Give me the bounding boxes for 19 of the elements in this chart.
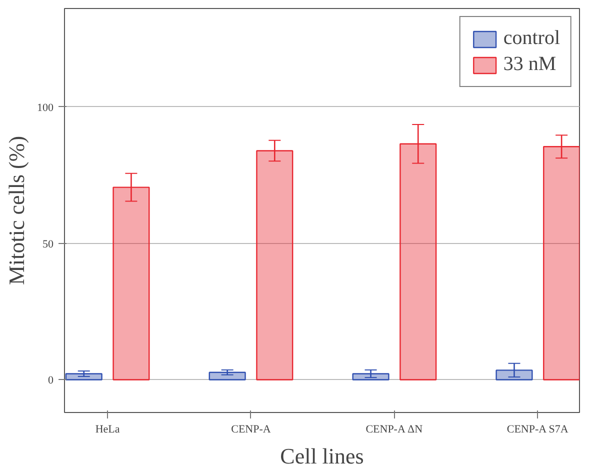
x-tick-label: CENP-A: [231, 424, 271, 436]
y-tick-label: 100: [37, 102, 54, 114]
y-axis-title: Mitotic cells (%): [4, 136, 29, 286]
legend-label: control: [503, 27, 560, 50]
bar: [208, 372, 246, 380]
bar: [352, 373, 390, 380]
bar: [400, 143, 437, 380]
y-tick-label: 0: [48, 374, 54, 387]
x-axis-title: Cell lines: [280, 444, 364, 468]
bar: [112, 186, 150, 380]
bar: [65, 373, 102, 380]
bar: [543, 146, 580, 380]
x-tick-label: CENP-A S7A: [506, 424, 568, 436]
bar: [256, 150, 294, 380]
y-tick-label: 50: [42, 238, 54, 250]
x-tick-label: CENP-A ΔN: [366, 424, 423, 436]
bar: [496, 370, 533, 380]
x-tick-label: HeLa: [95, 424, 120, 436]
legend-label: 33 nM: [503, 53, 556, 76]
